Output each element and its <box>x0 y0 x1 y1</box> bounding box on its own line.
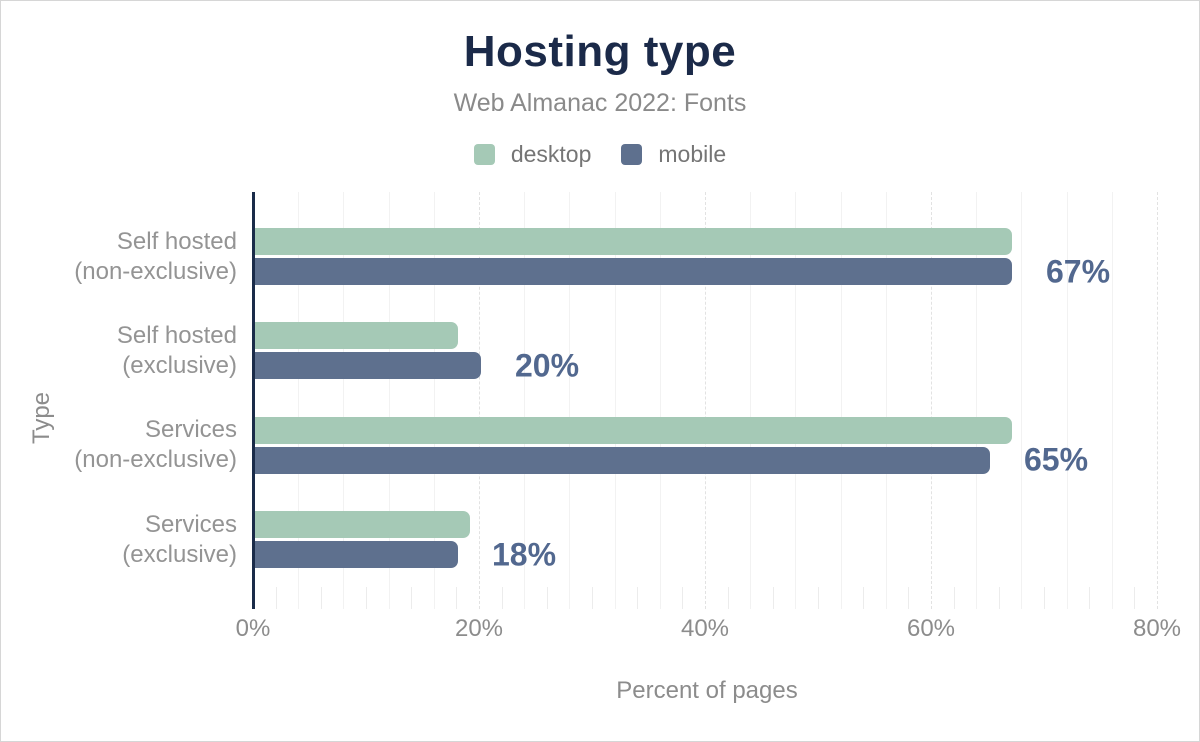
axis-tick <box>275 587 277 609</box>
bar-mobile <box>255 352 481 380</box>
category-label: Services (non-exclusive) <box>1 415 237 475</box>
bar-desktop <box>255 228 1012 255</box>
axis-tick <box>411 587 413 609</box>
axis-tick <box>772 587 774 609</box>
bar-value-label: 18% <box>492 536 557 573</box>
bar-mobile <box>255 541 458 569</box>
gridline-minor <box>795 192 797 609</box>
gridline-minor <box>885 192 887 609</box>
category-label-line: Self hosted <box>116 321 237 349</box>
legend-label-mobile: mobile <box>658 141 727 167</box>
gridline-major <box>931 192 932 609</box>
axis-tick <box>637 587 639 609</box>
plot-area: 67% 20% 65% 18% <box>252 192 1161 609</box>
gridline-major <box>705 192 706 609</box>
y-axis-line <box>252 192 255 609</box>
axis-tick <box>1134 587 1136 609</box>
gridline-minor <box>976 192 978 609</box>
gridline-minor <box>840 192 842 609</box>
bar-value-label: 65% <box>1024 441 1089 478</box>
legend: desktop mobile <box>1 141 1199 168</box>
chart-subtitle: Web Almanac 2022: Fonts <box>453 89 747 117</box>
mobile-swatch-icon <box>621 144 643 165</box>
axis-tick <box>546 587 548 609</box>
category-label-line: Self hosted <box>116 227 237 255</box>
gridline-major <box>1157 192 1158 609</box>
axis-tick <box>456 587 458 609</box>
x-axis-title: Percent of pages <box>616 677 798 704</box>
desktop-swatch-icon <box>473 144 495 165</box>
category-label-line: Services <box>144 416 237 444</box>
gridline-minor <box>1111 192 1113 609</box>
gridline-minor <box>298 192 300 609</box>
category-label-line: (non-exclusive) <box>74 446 237 474</box>
gridline-major <box>479 192 480 609</box>
category-label: Self hosted (non-exclusive) <box>1 227 237 287</box>
gridline-minor <box>614 192 616 609</box>
x-tick-label: 0% <box>235 615 271 642</box>
y-axis-title: Type <box>28 391 55 445</box>
gridline-minor <box>659 192 661 609</box>
legend-item-desktop: desktop <box>473 141 592 168</box>
bar-value-label: 20% <box>515 347 580 384</box>
gridline-minor <box>388 192 390 609</box>
bar-mobile <box>255 258 1012 285</box>
bar-desktop <box>255 322 458 350</box>
x-tick-label: 60% <box>906 615 956 642</box>
gridline-minor <box>569 192 571 609</box>
axis-tick <box>727 587 729 609</box>
gridline-minor <box>524 192 526 609</box>
axis-tick <box>682 587 684 609</box>
axis-tick <box>320 587 322 609</box>
bar-mobile <box>255 446 990 474</box>
gridline-minor <box>343 192 345 609</box>
gridline-minor <box>750 192 752 609</box>
axis-tick <box>818 587 819 609</box>
category-label-line: (non-exclusive) <box>74 257 237 285</box>
x-tick-label: 80% <box>1132 615 1182 642</box>
chart-title: Hosting type <box>463 27 737 76</box>
category-label: Self hosted (exclusive) <box>1 321 237 381</box>
axis-tick <box>1044 587 1045 609</box>
legend-label-desktop: desktop <box>510 141 592 167</box>
gridline-minor <box>1021 192 1023 609</box>
axis-tick <box>863 587 865 609</box>
category-label: Services (exclusive) <box>1 510 237 570</box>
x-tick-label: 40% <box>680 615 730 642</box>
axis-tick <box>592 587 593 609</box>
axis-tick <box>998 587 1000 609</box>
category-axis-labels: Self hosted (non-exclusive) Self hosted (ex… <box>1 192 237 609</box>
gridline-minor <box>1066 192 1068 609</box>
category-label-line: (exclusive) <box>122 540 237 568</box>
axis-tick <box>908 587 910 609</box>
x-tick-label: 20% <box>454 615 504 642</box>
legend-item-mobile: mobile <box>621 141 726 168</box>
category-label-line: (exclusive) <box>122 351 237 379</box>
category-label-line: Services <box>144 510 237 538</box>
gridline-minor <box>433 192 435 609</box>
bar-value-label: 67% <box>1046 253 1111 289</box>
bar-desktop <box>255 511 470 539</box>
axis-tick <box>501 587 503 609</box>
bar-desktop <box>255 416 1012 444</box>
axis-tick <box>366 587 367 609</box>
axis-tick <box>953 587 955 609</box>
axis-tick <box>1089 587 1091 609</box>
